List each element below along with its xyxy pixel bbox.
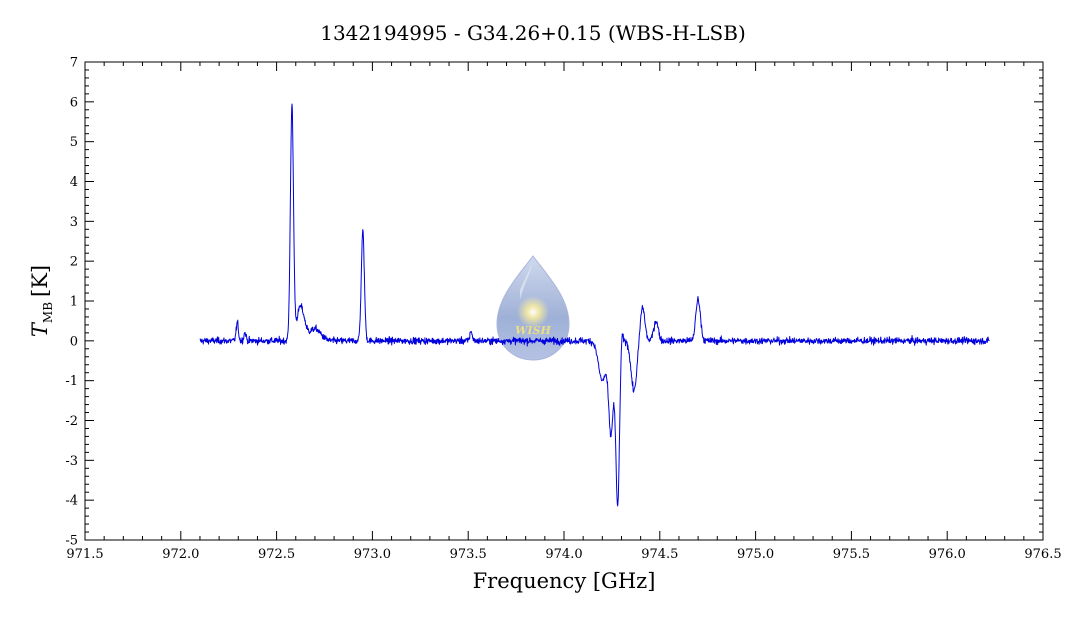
y-tick-label: -5: [65, 534, 78, 549]
y-tick-label: -1: [65, 374, 78, 389]
x-tick-label: 972.0: [162, 547, 199, 562]
x-tick-label: 973.0: [354, 547, 391, 562]
spectrum-series-line: [199, 103, 990, 507]
y-tick-label: -3: [65, 454, 78, 469]
y-tick-label: 6: [70, 95, 78, 110]
y-tick-label: 5: [70, 135, 78, 150]
y-axis-label-symbol: T: [28, 321, 52, 337]
x-tick-label: 975.5: [833, 547, 870, 562]
y-axis-label-unit: [K]: [28, 265, 52, 297]
x-tick-label: 974.0: [545, 547, 582, 562]
star-glow: [517, 296, 549, 328]
x-tick-label: 972.5: [258, 547, 295, 562]
x-tick-label: 976.5: [1024, 547, 1061, 562]
y-tick-label: 3: [70, 215, 78, 230]
wish-logo-watermark: WISH: [496, 255, 570, 361]
y-axis-tick-labels: -5 -4 -3 -2 -1 0 1 2 3 4 5 6 7: [65, 56, 78, 549]
y-tick-label: 4: [70, 175, 78, 190]
logo-text: WISH: [515, 324, 551, 337]
y-tick-label: 1: [70, 295, 78, 310]
y-axis-ticks: [85, 61, 1043, 541]
svg-text:TMB[K]: TMB [K]: [28, 265, 55, 337]
x-tick-label: 971.5: [66, 547, 103, 562]
y-tick-label: 0: [70, 334, 78, 349]
x-tick-label: 973.5: [450, 547, 487, 562]
y-axis-label-subscript: MB: [41, 302, 55, 323]
x-tick-label: 976.0: [929, 547, 966, 562]
x-axis-tick-labels: 971.5 972.0 972.5 973.0 973.5 974.0 974.5 975.0…: [66, 547, 1061, 562]
y-tick-label: 2: [70, 255, 78, 270]
y-tick-label: 7: [70, 56, 78, 71]
y-axis-label: TMB [K]: [28, 265, 55, 337]
y-tick-label: -2: [65, 414, 78, 429]
x-axis-ticks: [84, 62, 1044, 540]
x-tick-label: 975.0: [737, 547, 774, 562]
y-tick-label: -4: [65, 494, 78, 509]
chart-title: 1342194995 - G34.26+0.15 (WBS-H-LSB): [320, 21, 746, 45]
x-tick-label: 974.5: [641, 547, 678, 562]
x-axis-label: Frequency [GHz]: [473, 569, 656, 593]
